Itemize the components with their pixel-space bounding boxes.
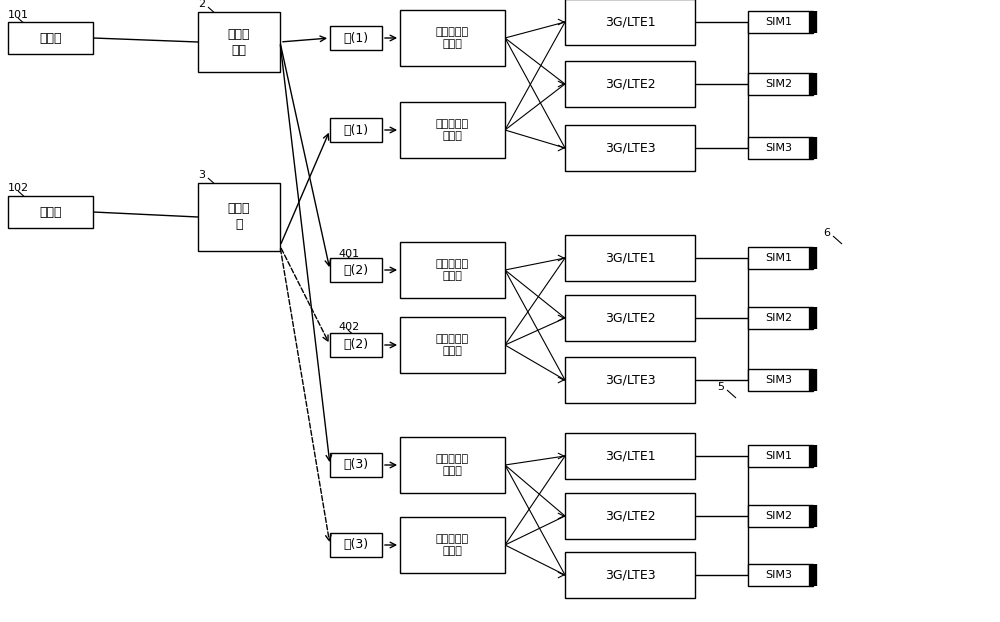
Text: SIM1: SIM1 <box>765 451 792 461</box>
Text: 401: 401 <box>338 249 359 259</box>
Text: 切换开
关: 切换开 关 <box>228 203 250 231</box>
Bar <box>565 357 695 403</box>
Bar <box>565 61 695 107</box>
Text: 副(3): 副(3) <box>343 539 369 552</box>
Text: 2: 2 <box>198 0 205 9</box>
Bar <box>565 552 695 598</box>
Bar <box>400 242 505 298</box>
Text: 副天线: 副天线 <box>39 205 62 218</box>
Bar <box>565 433 695 479</box>
Text: 402: 402 <box>338 322 359 332</box>
Text: SIM3: SIM3 <box>765 375 792 385</box>
Text: 主天线: 主天线 <box>39 32 62 45</box>
Text: SIM1: SIM1 <box>765 253 792 263</box>
Text: 3G/LTE1: 3G/LTE1 <box>605 251 655 264</box>
Text: 副(2): 副(2) <box>343 338 369 351</box>
Bar <box>748 11 813 33</box>
Bar <box>748 73 813 95</box>
Bar <box>748 247 813 269</box>
Text: 3G/LTE1: 3G/LTE1 <box>605 450 655 463</box>
Bar <box>8 22 93 54</box>
Bar <box>565 125 695 171</box>
Text: 主(1): 主(1) <box>343 32 369 45</box>
Bar <box>400 517 505 573</box>
Bar <box>748 369 813 391</box>
Text: 3G/LTE2: 3G/LTE2 <box>605 312 655 325</box>
Text: 3G/LTE3: 3G/LTE3 <box>605 141 655 154</box>
Bar <box>400 437 505 493</box>
Bar <box>748 307 813 329</box>
Text: 6: 6 <box>823 228 830 238</box>
Bar <box>198 12 280 72</box>
Text: 3G/LTE1: 3G/LTE1 <box>605 16 655 29</box>
Text: 外部功
分器: 外部功 分器 <box>228 27 250 57</box>
Text: SIM3: SIM3 <box>765 143 792 153</box>
Bar <box>8 196 93 228</box>
Text: 102: 102 <box>8 183 29 193</box>
Text: 主天线信号
功分器: 主天线信号 功分器 <box>436 454 469 476</box>
Text: 主(3): 主(3) <box>343 458 369 471</box>
Bar <box>400 10 505 66</box>
Bar <box>198 183 280 251</box>
Bar <box>330 533 382 557</box>
Text: 主天线信号
功分器: 主天线信号 功分器 <box>436 27 469 49</box>
Bar <box>565 295 695 341</box>
Bar <box>748 564 813 586</box>
Bar <box>400 102 505 158</box>
Bar <box>748 137 813 159</box>
Text: 副天线信号
功分器: 副天线信号 功分器 <box>436 534 469 556</box>
Text: 主(2): 主(2) <box>343 264 369 277</box>
Text: 3G/LTE2: 3G/LTE2 <box>605 509 655 522</box>
Bar <box>330 258 382 282</box>
Text: 3G/LTE2: 3G/LTE2 <box>605 78 655 90</box>
Bar <box>400 317 505 373</box>
Text: SIM2: SIM2 <box>765 79 792 89</box>
Text: 5: 5 <box>717 382 724 392</box>
Bar <box>330 453 382 477</box>
Text: 101: 101 <box>8 10 29 20</box>
Text: 副(1): 副(1) <box>343 124 369 136</box>
Bar <box>330 26 382 50</box>
Text: SIM3: SIM3 <box>765 570 792 580</box>
Bar <box>565 493 695 539</box>
Text: 主天线信号
功分器: 主天线信号 功分器 <box>436 259 469 281</box>
Text: 副天线信号
功分器: 副天线信号 功分器 <box>436 334 469 356</box>
Text: SIM1: SIM1 <box>765 17 792 27</box>
Bar <box>748 445 813 467</box>
Bar <box>565 0 695 45</box>
Text: 3G/LTE3: 3G/LTE3 <box>605 373 655 386</box>
Bar <box>330 333 382 357</box>
Bar <box>748 505 813 527</box>
Text: 3: 3 <box>198 170 205 180</box>
Bar <box>565 235 695 281</box>
Text: 副天线信号
功分器: 副天线信号 功分器 <box>436 119 469 141</box>
Text: SIM2: SIM2 <box>765 511 792 521</box>
Text: SIM2: SIM2 <box>765 313 792 323</box>
Bar <box>330 118 382 142</box>
Text: 3G/LTE3: 3G/LTE3 <box>605 569 655 582</box>
